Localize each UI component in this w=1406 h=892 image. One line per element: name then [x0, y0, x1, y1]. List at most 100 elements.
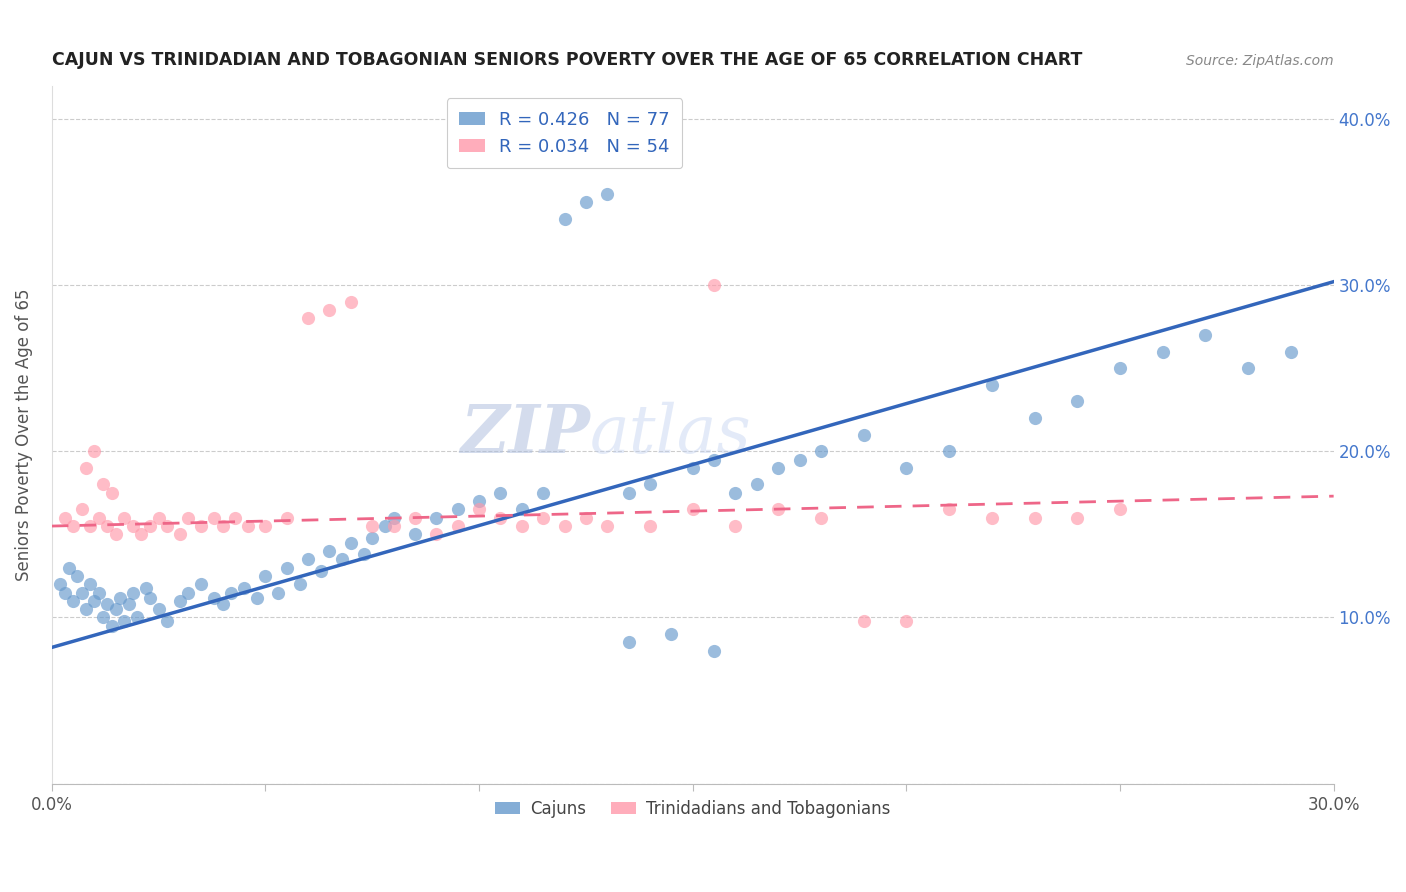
Point: [79, 577, 101, 591]
Point: [49, 577, 72, 591]
Point: [156, 519, 179, 533]
Point: [617, 635, 640, 649]
Point: [96, 597, 118, 611]
Point: [425, 510, 447, 524]
Point: [112, 614, 135, 628]
Point: [404, 527, 426, 541]
Point: [66, 569, 89, 583]
Point: [202, 510, 225, 524]
Point: [896, 461, 918, 475]
Point: [510, 519, 533, 533]
Point: [177, 510, 200, 524]
Point: [1109, 361, 1132, 376]
Point: [246, 591, 269, 605]
Point: [980, 377, 1002, 392]
Text: CAJUN VS TRINIDADIAN AND TOBAGONIAN SENIORS POVERTY OVER THE AGE OF 65 CORRELATI: CAJUN VS TRINIDADIAN AND TOBAGONIAN SENI…: [52, 51, 1083, 69]
Point: [724, 519, 747, 533]
Point: [309, 564, 332, 578]
Point: [938, 502, 960, 516]
Point: [510, 502, 533, 516]
Point: [83, 594, 105, 608]
Point: [404, 510, 426, 524]
Point: [75, 461, 97, 475]
Point: [703, 278, 725, 293]
Point: [53, 510, 76, 524]
Point: [169, 527, 191, 541]
Point: [382, 519, 405, 533]
Text: atlas: atlas: [591, 402, 752, 467]
Point: [112, 510, 135, 524]
Point: [148, 602, 170, 616]
Point: [489, 510, 512, 524]
Point: [148, 510, 170, 524]
Point: [1109, 502, 1132, 516]
Point: [330, 552, 353, 566]
Point: [596, 186, 619, 201]
Point: [91, 477, 114, 491]
Point: [238, 519, 260, 533]
Point: [83, 444, 105, 458]
Point: [1152, 344, 1174, 359]
Text: ZIP: ZIP: [460, 402, 591, 467]
Point: [468, 502, 491, 516]
Point: [682, 461, 704, 475]
Point: [131, 527, 153, 541]
Point: [254, 519, 277, 533]
Point: [340, 294, 363, 309]
Point: [53, 585, 76, 599]
Point: [353, 547, 375, 561]
Point: [852, 614, 875, 628]
Point: [190, 577, 212, 591]
Point: [58, 560, 80, 574]
Point: [139, 519, 162, 533]
Point: [361, 531, 384, 545]
Y-axis label: Seniors Poverty Over the Age of 65: Seniors Poverty Over the Age of 65: [15, 288, 32, 581]
Point: [118, 597, 141, 611]
Point: [810, 510, 832, 524]
Point: [224, 510, 246, 524]
Point: [211, 519, 233, 533]
Point: [703, 452, 725, 467]
Point: [62, 519, 84, 533]
Point: [108, 591, 131, 605]
Point: [87, 510, 110, 524]
Legend: Cajuns, Trinidadians and Tobagonians: Cajuns, Trinidadians and Tobagonians: [488, 793, 897, 824]
Point: [104, 602, 127, 616]
Point: [766, 461, 789, 475]
Point: [297, 311, 319, 326]
Point: [267, 585, 290, 599]
Point: [553, 519, 575, 533]
Point: [1024, 510, 1046, 524]
Point: [638, 477, 661, 491]
Point: [100, 619, 122, 633]
Point: [96, 519, 118, 533]
Point: [276, 560, 298, 574]
Point: [382, 510, 405, 524]
Point: [122, 585, 145, 599]
Point: [169, 594, 191, 608]
Point: [531, 485, 554, 500]
Point: [1237, 361, 1260, 376]
Point: [219, 585, 242, 599]
Point: [980, 510, 1002, 524]
Point: [596, 519, 619, 533]
Point: [1194, 327, 1216, 342]
Point: [575, 194, 598, 209]
Point: [1066, 394, 1088, 409]
Point: [766, 502, 789, 516]
Point: [1279, 344, 1302, 359]
Point: [638, 519, 661, 533]
Point: [724, 485, 747, 500]
Point: [617, 485, 640, 500]
Point: [100, 485, 122, 500]
Point: [682, 502, 704, 516]
Point: [70, 585, 93, 599]
Point: [789, 452, 811, 467]
Point: [703, 644, 725, 658]
Point: [374, 519, 396, 533]
Point: [254, 569, 277, 583]
Point: [447, 502, 470, 516]
Point: [361, 519, 384, 533]
Point: [127, 610, 149, 624]
Point: [122, 519, 145, 533]
